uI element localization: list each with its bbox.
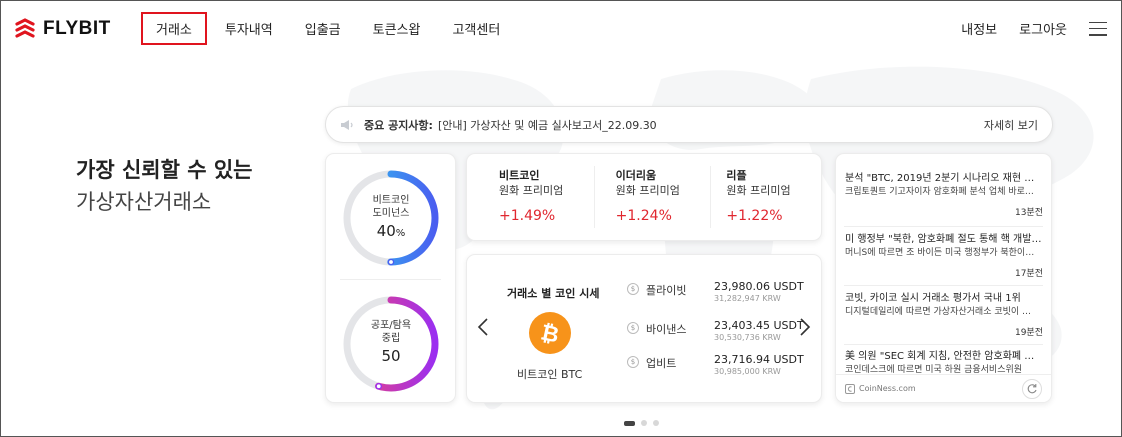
exchange-usdt: 23,403.45 USDT [714, 319, 804, 332]
refresh-button[interactable] [1022, 378, 1042, 399]
news-source: CoinNess.com [859, 384, 916, 393]
premium-eth[interactable]: 이더리움 원화 프리미엄 +1.24% [593, 154, 711, 240]
fear-greed-label-2: 중립 [381, 333, 401, 344]
dominance-text: 비트코인 도미넌스 40% [340, 194, 442, 240]
hero-subtitle: 가상자산거래소 [76, 190, 212, 214]
exchange-usdt: 23,716.94 USDT [714, 353, 804, 366]
chevron-left-icon[interactable] [477, 317, 489, 337]
premium-btc[interactable]: 비트코인 원화 프리미엄 +1.49% [467, 154, 594, 240]
news-separator [844, 344, 1043, 345]
premium-name: 이더리움 [615, 169, 657, 182]
exchange-row-flybit[interactable]: $ 플라이빗 23,980.06 USDT 31,282,947 KRW [627, 280, 804, 304]
exchange-price-card: 거래소 별 코인 시세 ₿ 비트코인 BTC $ 플라이빗 23,980.06 … [466, 254, 822, 403]
nav-item-customer-center[interactable]: 고객센터 [452, 23, 501, 38]
fear-greed-label-1: 공포/탐욕 [370, 320, 412, 331]
news-title: 미 행정부 "북한, 암호화폐 절도 통해 핵 개발 … [845, 234, 1043, 245]
my-info-link[interactable]: 내정보 [961, 23, 998, 38]
bitcoin-icon: ₿ [529, 312, 571, 354]
premium-pct: +1.49% [499, 208, 556, 224]
premium-sub: 원화 프리미엄 [615, 184, 680, 197]
flybit-logo-icon [15, 18, 35, 38]
news-item[interactable]: 미 행정부 "북한, 암호화폐 절도 통해 핵 개발 … 머니S에 따르면 조 … [845, 233, 1043, 279]
notice-bar[interactable]: 중요 공지사항: [안내] 가상자산 및 예금 실사보고서_22.09.30 자… [325, 106, 1053, 143]
coin-name: 비트코인 BTC [517, 368, 583, 381]
news-title: 美 의원 "SEC 회계 지침, 안전한 암호화폐 자… [845, 351, 1043, 362]
exchange-title: 거래소 별 코인 시세 [507, 287, 600, 300]
news-time: 13분전 [1014, 208, 1043, 218]
exchange-usdt: 23,980.06 USDT [714, 280, 804, 293]
exchange-name: 업비트 [646, 357, 677, 370]
logo[interactable]: FLYBIT [13, 13, 111, 45]
premium-name: 리플 [726, 169, 747, 182]
news-separator [844, 226, 1043, 227]
market-gauges-card: 비트코인 도미넌스 40% 공포/탐욕 중립 50 [325, 153, 456, 403]
news-time: 19분전 [1014, 328, 1043, 338]
exchange-krw: 30,530,736 KRW [714, 333, 781, 342]
news-item[interactable]: 코빗, 카이코 실시 거래소 평가서 국내 1위 디지털데일리에 따르면 가상자… [845, 292, 1043, 338]
exchange-krw: 31,282,947 KRW [714, 294, 781, 303]
pager-dot-3[interactable] [653, 420, 659, 426]
exchange-krw: 30,985,000 KRW [714, 367, 781, 376]
dominance-gauge [343, 170, 439, 266]
pager-dot-1[interactable] [624, 420, 635, 426]
menu-icon[interactable] [1089, 21, 1107, 36]
premium-sub: 원화 프리미엄 [726, 184, 791, 197]
notice-more-link[interactable]: 자세히 보기 [983, 118, 1038, 132]
news-title: 코빗, 카이코 실시 거래소 평가서 국내 1위 [845, 293, 1021, 304]
news-item[interactable]: 美 의원 "SEC 회계 지침, 안전한 암호화폐 자… 코인데스크에 따르면 … [845, 350, 1043, 377]
premium-xrp[interactable]: 리플 원화 프리미엄 +1.22% [710, 154, 821, 240]
main-nav: 거래소 투자내역 입출금 토큰스왑 고객센터 [141, 12, 532, 45]
news-card: 분석 "BTC, 2019년 2분기 시나리오 재현 시… 크립토퀀트 기고자이… [835, 153, 1052, 403]
nav-item-token-swap[interactable]: 토큰스왑 [372, 23, 421, 38]
exchange-row-binance[interactable]: $ 바이낸스 23,403.45 USDT 30,530,736 KRW [627, 319, 804, 343]
news-footer: CoinNess.com [836, 374, 1051, 402]
nav-item-exchange[interactable]: 거래소 [141, 12, 207, 45]
speaker-icon [341, 119, 353, 130]
news-desc: 머니S에 따르면 조 바이든 미국 행정부가 북한이… [845, 248, 1035, 258]
dollar-icon: $ [627, 322, 639, 334]
news-item[interactable]: 분석 "BTC, 2019년 2분기 시나리오 재현 시… 크립토퀀트 기고자이… [845, 172, 1043, 218]
coinness-logo-icon [845, 383, 855, 394]
carousel-pager [624, 420, 665, 426]
header-right: 내정보 로그아웃 [961, 13, 1107, 44]
dominance-value: 40 [376, 222, 396, 240]
notice-label: 중요 공지사항: [364, 118, 433, 132]
pager-dot-2[interactable] [641, 420, 647, 426]
news-desc: 디지털데일리에 따르면 가상자산거래소 코빗이 … [845, 307, 1032, 317]
premium-sub: 원화 프리미엄 [499, 184, 564, 197]
premium-pct: +1.24% [615, 208, 672, 224]
fear-greed-gauge [343, 296, 439, 392]
fear-greed-value: 50 [381, 347, 401, 365]
news-separator [844, 285, 1043, 286]
exchange-name: 바이낸스 [646, 323, 687, 336]
exchange-row-upbit[interactable]: $ 업비트 23,716.94 USDT 30,985,000 KRW [627, 353, 804, 377]
fear-greed-text: 공포/탐욕 중립 50 [340, 319, 442, 365]
notice-text[interactable]: [안내] 가상자산 및 예금 실사보고서_22.09.30 [437, 118, 657, 132]
news-desc: 크립토퀀트 기고자이자 암호화폐 분석 업체 바로… [845, 187, 1034, 197]
news-time: 17분전 [1014, 269, 1043, 279]
dominance-label-2: 도미넌스 [372, 208, 410, 219]
logo-text: FLYBIT [43, 18, 111, 39]
nav-item-investments[interactable]: 투자내역 [224, 23, 273, 38]
exchange-name: 플라이빗 [646, 284, 687, 297]
premium-pct: +1.22% [726, 208, 783, 224]
chevron-right-icon[interactable] [799, 317, 811, 337]
news-title: 분석 "BTC, 2019년 2분기 시나리오 재현 시… [845, 173, 1043, 184]
krw-premium-card: 비트코인 원화 프리미엄 +1.49% 이더리움 원화 프리미엄 +1.24% … [466, 153, 822, 241]
hero-title: 가장 신뢰할 수 있는 [76, 158, 253, 182]
dominance-unit: % [395, 228, 406, 239]
svg-text:₿: ₿ [538, 320, 561, 348]
premium-name: 비트코인 [499, 169, 540, 182]
dominance-label-1: 비트코인 [372, 195, 410, 206]
refresh-icon [1027, 383, 1037, 393]
gauge-divider [340, 279, 441, 280]
dollar-icon: $ [627, 283, 639, 295]
logout-link[interactable]: 로그아웃 [1019, 23, 1067, 38]
nav-item-deposit-withdraw[interactable]: 입출금 [304, 23, 341, 38]
dollar-icon: $ [627, 356, 639, 368]
